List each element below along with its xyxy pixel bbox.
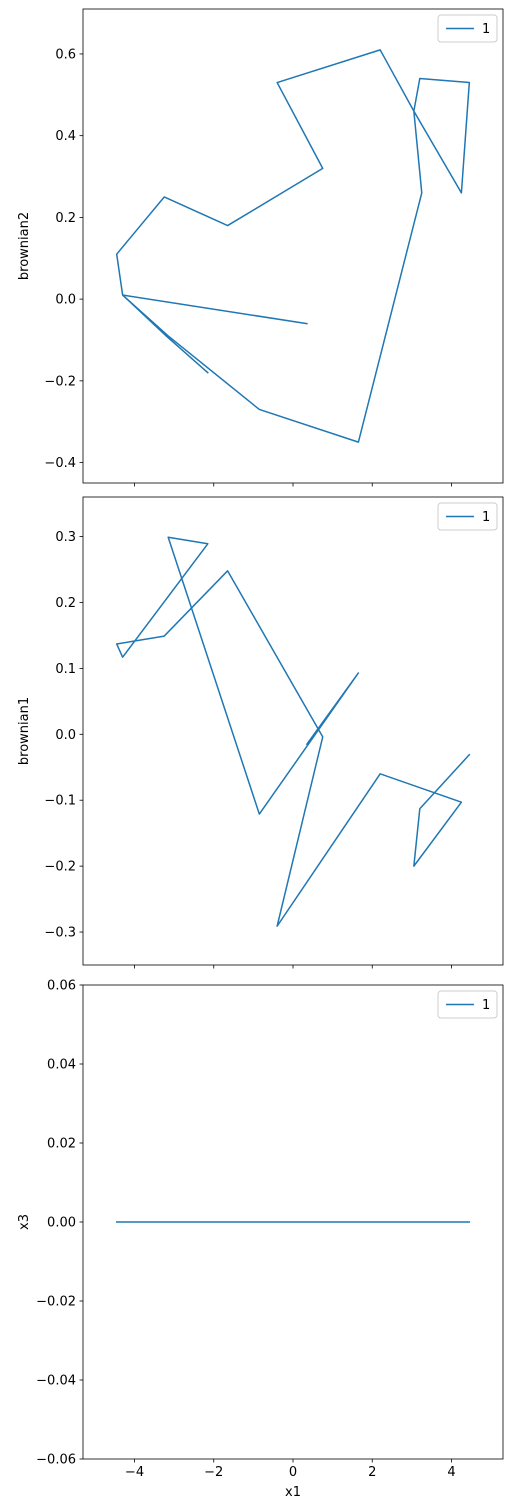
series-line-2-1 — [115, 536, 471, 927]
y-tick-label: 0.0 — [55, 728, 76, 743]
x-tick-label: 0 — [289, 1465, 297, 1480]
y-tick-label: −0.4 — [44, 456, 76, 471]
series-line-1-1 — [115, 49, 471, 443]
legend-label: 1 — [482, 22, 490, 37]
y-tick-label: −0.2 — [44, 860, 76, 875]
legend: 1 — [437, 990, 498, 1019]
y-tick-label: 0.1 — [55, 662, 76, 677]
y-tick-label: 0.04 — [47, 1058, 76, 1073]
y-axis-label: brownian2 — [17, 212, 32, 280]
y-tick-label: 0.02 — [47, 1137, 76, 1152]
x-tick-label: −4 — [125, 1465, 144, 1480]
legend: 1 — [437, 502, 498, 531]
y-tick-label: −0.06 — [36, 1453, 76, 1468]
x-tick-label: −2 — [204, 1465, 223, 1480]
y-tick-label: −0.04 — [36, 1374, 76, 1389]
y-tick-label: 0.6 — [55, 47, 76, 62]
y-tick-label: −0.2 — [44, 374, 76, 389]
axes-frame — [82, 496, 504, 966]
y-tick-label: 0.3 — [55, 530, 76, 545]
subplot-1: −0.4 −0.2 0.0 0.2 0.4 0.6 brownian2 1 — [17, 8, 504, 487]
y-tick-label: −0.3 — [44, 926, 76, 941]
y-tick-label: 0.00 — [47, 1216, 76, 1231]
legend-label: 1 — [482, 510, 490, 525]
x-tick-label: 2 — [368, 1465, 376, 1480]
legend: 1 — [437, 14, 498, 43]
x-axis-label: x1 — [285, 1485, 301, 1500]
y-tick-label: 0.2 — [55, 211, 76, 226]
y-tick-label: 0.06 — [47, 979, 76, 994]
subplot-2: −0.3 −0.2 −0.1 0.0 0.1 0.2 0.3 brownian1 1 — [17, 496, 504, 969]
y-tick-label: −0.1 — [44, 794, 76, 809]
y-tick-label: 0.0 — [55, 293, 76, 308]
subplot-3: −4 −2 0 2 4 −0.06 −0.04 −0.02 0.00 0.02 0.04 0.06 x3… — [17, 979, 504, 1500]
y-tick-label: −0.02 — [36, 1295, 76, 1310]
y-axis-label: x3 — [17, 1214, 32, 1230]
y-axis-label: brownian1 — [17, 697, 32, 765]
legend-label: 1 — [482, 998, 490, 1013]
y-tick-label: 0.4 — [55, 129, 76, 144]
y-tick-label: 0.2 — [55, 596, 76, 611]
x-tick-label: 4 — [447, 1465, 455, 1480]
